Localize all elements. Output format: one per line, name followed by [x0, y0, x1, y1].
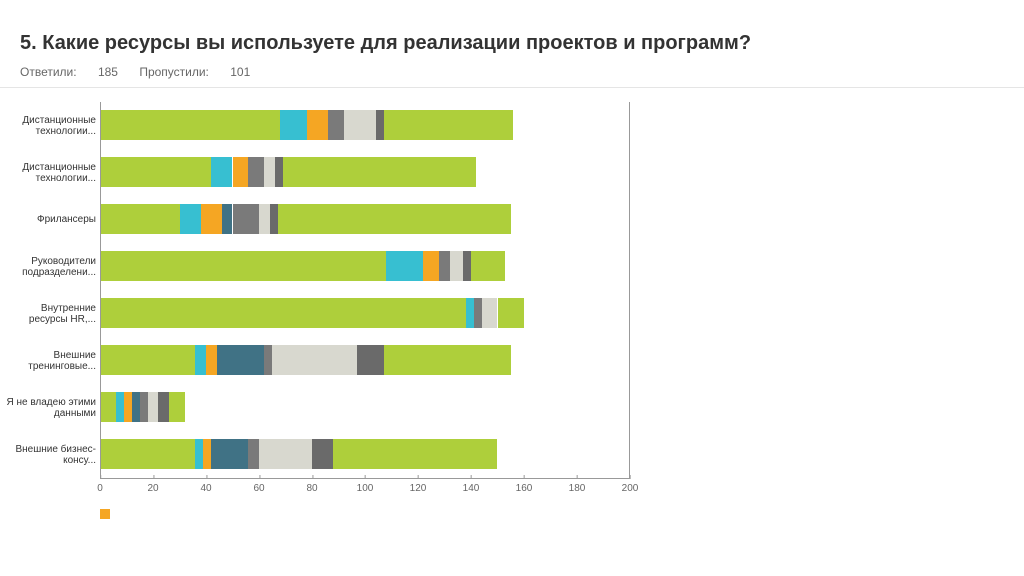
category-label: Внешние тренинговые...	[0, 350, 100, 372]
x-tick: 20	[147, 479, 158, 494]
skipped-label: Пропустили:	[139, 65, 209, 79]
answered-label: Ответили:	[20, 65, 77, 79]
category-label: Внутренние ресурсы HR,...	[0, 303, 100, 325]
legend-swatch-icon	[100, 509, 110, 519]
plot-border	[100, 102, 630, 478]
x-tick: 0	[97, 479, 103, 494]
category-label: Дистанционные технологии...	[0, 115, 100, 137]
category-label: Внешние бизнес-консу...	[0, 444, 100, 466]
skipped-count: 101	[230, 65, 250, 79]
x-tick: 140	[463, 479, 480, 494]
x-tick: 200	[622, 479, 639, 494]
answered-count: 185	[98, 65, 118, 79]
x-tick: 120	[410, 479, 427, 494]
header: 5. Какие ресурсы вы используете для реал…	[0, 0, 1024, 88]
x-tick: 60	[253, 479, 264, 494]
category-label: Дистанционные технологии...	[0, 162, 100, 184]
x-tick: 100	[357, 479, 374, 494]
category-label: Руководители подразделени...	[0, 256, 100, 278]
x-tick: 160	[516, 479, 533, 494]
question-title: 5. Какие ресурсы вы используете для реал…	[20, 32, 1004, 55]
legend-partial	[100, 506, 1024, 524]
x-tick: 180	[569, 479, 586, 494]
x-tick: 40	[200, 479, 211, 494]
category-label: Я не владею этими данными	[0, 397, 100, 419]
x-axis: 020406080100120140160180200	[100, 478, 630, 502]
survey-chart-container: 5. Какие ресурсы вы используете для реал…	[0, 0, 1024, 524]
category-label: Фрилансеры	[0, 214, 100, 225]
response-counts: Ответили: 185 Пропустили: 101	[20, 65, 1004, 79]
chart-area: Дистанционные технологии... Дистанционные…	[0, 88, 1024, 524]
x-tick: 80	[306, 479, 317, 494]
